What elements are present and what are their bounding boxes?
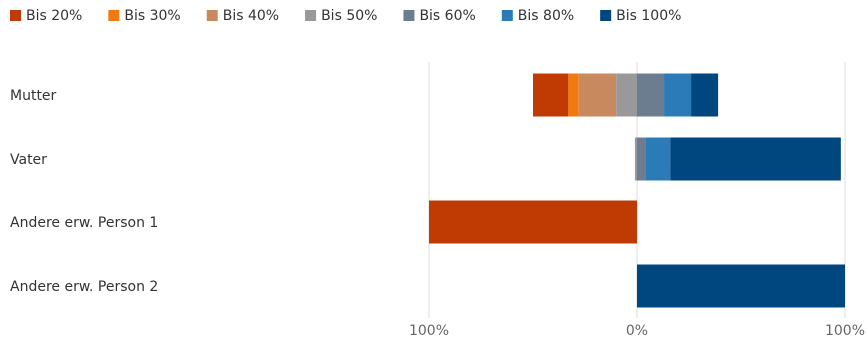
legend-swatch — [501, 10, 513, 21]
bar-segment — [568, 73, 579, 117]
bars — [429, 73, 845, 308]
legend-swatch — [10, 10, 21, 21]
legend-item: Bis 40% — [206, 8, 279, 24]
legend-item: Bis 60% — [403, 8, 476, 24]
category-label: Andere erw. Person 2 — [10, 279, 158, 295]
x-tick-label: 100% — [409, 323, 449, 339]
legend-label: Bis 60% — [419, 8, 475, 24]
bar-segment — [664, 73, 692, 117]
legend-swatch — [305, 10, 317, 21]
category-label: Mutter — [10, 88, 57, 104]
legend-swatch — [108, 10, 120, 21]
bar-segment — [429, 200, 637, 244]
legend-label: Bis 30% — [124, 8, 180, 24]
legend-item: Bis 80% — [501, 8, 574, 24]
bar-segment — [533, 73, 569, 117]
legend: Bis 20% Bis 30% Bis 40% Bis 50% Bis 60% Bis 8… — [10, 8, 681, 24]
bar-segment — [637, 137, 646, 181]
legend-item: Bis 50% — [305, 8, 377, 24]
legend-swatch — [206, 10, 218, 21]
legend-label: Bis 20% — [26, 8, 82, 24]
bar-segment — [691, 73, 719, 117]
legend-item: Bis 30% — [108, 8, 181, 24]
category-label: Andere erw. Person 1 — [10, 215, 158, 231]
legend-label: Bis 80% — [518, 8, 574, 24]
legend-label: Bis 50% — [321, 8, 377, 24]
x-tick-label: 0% — [626, 323, 648, 339]
category-labels: Mutter Vater Andere erw. Person 1 Andere er… — [10, 88, 158, 295]
category-label: Vater — [10, 152, 47, 168]
bar-segment — [578, 73, 617, 117]
legend-label: Bis 40% — [223, 8, 279, 24]
x-axis-ticks: 100% 0% 100% — [409, 323, 865, 339]
legend-item: Bis 20% — [10, 8, 82, 24]
legend-label: Bis 100% — [616, 8, 681, 24]
x-tick-label: 100% — [825, 323, 865, 339]
legend-item: Bis 100% — [600, 8, 681, 24]
bar-segment — [670, 137, 841, 181]
bar-segment — [616, 73, 637, 117]
bar-segment — [637, 264, 845, 308]
bar-segment — [645, 137, 671, 181]
legend-swatch — [403, 10, 415, 21]
bar-segment — [637, 73, 665, 117]
legend-swatch — [600, 10, 612, 21]
bar-segment — [634, 137, 637, 181]
